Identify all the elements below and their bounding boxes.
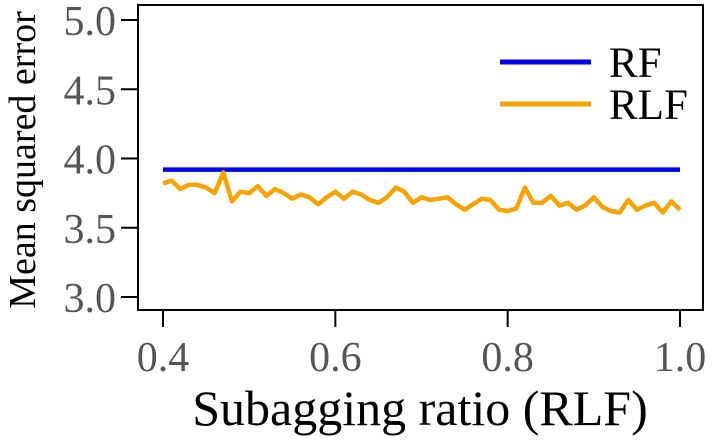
legend-label-rf: RF bbox=[609, 40, 662, 87]
x-axis-title: Subagging ratio (RLF) bbox=[192, 380, 648, 436]
x-tick-label: 0.4 bbox=[137, 335, 190, 381]
y-axis-ticks: 3.0 3.5 4.0 4.5 5.0 bbox=[64, 0, 138, 322]
x-tick-label: 0.8 bbox=[481, 335, 534, 381]
series-lines bbox=[162, 167, 682, 215]
y-tick-label: 4.5 bbox=[64, 68, 117, 114]
y-tick-label: 3.5 bbox=[64, 207, 117, 253]
y-tick-label: 4.0 bbox=[64, 138, 117, 184]
y-tick-label: 3.0 bbox=[64, 276, 117, 322]
legend-label-rlf: RLF bbox=[609, 82, 688, 129]
x-axis-ticks: 0.4 0.6 0.8 1.0 bbox=[137, 310, 707, 381]
x-tick-label: 1.0 bbox=[654, 335, 707, 381]
y-axis-title: Mean squared error bbox=[2, 11, 44, 309]
y-tick-label: 5.0 bbox=[64, 0, 117, 45]
x-tick-label: 0.6 bbox=[309, 335, 362, 381]
series-line-rlf bbox=[162, 170, 682, 215]
